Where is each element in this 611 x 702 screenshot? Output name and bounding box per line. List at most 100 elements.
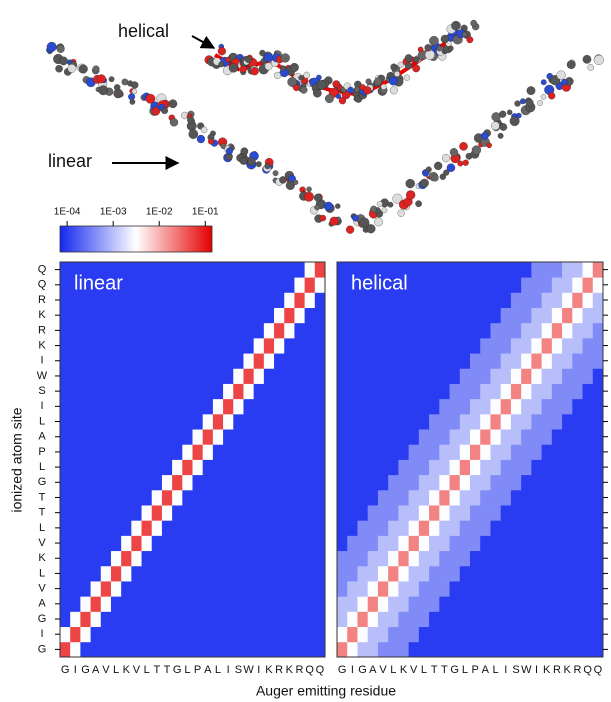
heat-cell (80, 581, 91, 597)
heat-cell (70, 459, 81, 476)
heat-cell (100, 307, 112, 324)
heat-cell (541, 626, 553, 643)
heat-cell (172, 626, 183, 643)
heat-cell (459, 429, 471, 445)
heat-cell (70, 474, 81, 491)
heat-cell (408, 565, 420, 582)
heat-cell (357, 353, 369, 369)
heat-cell (429, 505, 440, 521)
heat-cell (562, 489, 573, 506)
heat-cell (80, 641, 91, 658)
heat-cell (243, 596, 255, 612)
atom (392, 193, 403, 204)
heat-cell (582, 383, 594, 400)
heat-cell (418, 611, 430, 628)
heat-cell (182, 474, 193, 491)
heat-cell (459, 626, 471, 643)
heat-cell (551, 398, 563, 415)
heat-cell (233, 550, 244, 567)
atom (314, 204, 321, 211)
heat-cell (314, 337, 326, 354)
heat-cell (314, 444, 326, 460)
heat-cell (418, 641, 430, 658)
heat-cell (161, 337, 173, 354)
heat-cell (131, 505, 142, 521)
heat-cell (274, 626, 285, 643)
heat-cell (377, 626, 389, 643)
heat-cell (223, 322, 234, 339)
heat-cell (572, 307, 583, 324)
heat-cell (70, 581, 81, 597)
heat-cell (388, 520, 399, 536)
heat-cell (377, 535, 389, 552)
heat-cell (182, 626, 193, 643)
heat-cell (592, 383, 604, 400)
heat-cell (202, 429, 214, 445)
heat-cell (182, 596, 193, 612)
atom (363, 86, 372, 95)
atom (335, 203, 341, 209)
heat-cell (233, 262, 244, 278)
atom (313, 193, 322, 202)
heat-cell (562, 353, 573, 369)
heat-cell (253, 581, 265, 597)
heat-cell (70, 398, 81, 415)
heat-cell (172, 277, 183, 293)
heat-cell (253, 474, 265, 491)
heat-cell (459, 383, 471, 400)
atom (540, 94, 547, 100)
heat-cell (284, 307, 295, 324)
atom (304, 191, 314, 202)
heat-cell (510, 413, 522, 430)
heat-cell (429, 368, 440, 384)
heat-cell (151, 459, 163, 476)
heat-cell (531, 474, 543, 491)
heat-cell (470, 535, 481, 552)
colorbar (59, 225, 213, 253)
heat-cell (192, 505, 204, 521)
atom (292, 84, 300, 92)
heat-cell (572, 459, 583, 476)
atom (247, 157, 256, 166)
heat-cell (121, 596, 132, 612)
heat-cell (490, 383, 502, 400)
x-tick-label: K (286, 664, 294, 676)
heat-cell (121, 459, 132, 476)
heat-cell (551, 626, 563, 643)
heat-cell (562, 474, 573, 491)
heat-cell (182, 444, 193, 460)
heat-cell (562, 429, 573, 445)
atom (370, 205, 378, 213)
heat-cell (223, 459, 234, 476)
heat-cell (60, 535, 71, 552)
heat-cell (253, 505, 265, 521)
heat-cell (90, 307, 102, 324)
heat-cell (100, 565, 112, 582)
heat-cell (408, 337, 420, 354)
heat-cell (367, 292, 379, 308)
heat-cell (347, 459, 358, 476)
heat-cell (347, 368, 358, 384)
x-tick-label: L (113, 664, 119, 676)
y-tick-label: A (38, 598, 46, 610)
heat-cell (294, 489, 306, 506)
heat-cell (314, 413, 326, 430)
heat-cell (347, 444, 358, 460)
atom (448, 45, 454, 52)
heat-cell (551, 383, 563, 400)
heat-cell (192, 429, 204, 445)
heat-cell (212, 459, 224, 476)
heat-cell (294, 337, 306, 354)
heat-cell (212, 535, 224, 552)
heat-cell (459, 337, 471, 354)
heat-cell (131, 474, 142, 491)
heat-cell (60, 413, 71, 430)
heat-cell (131, 383, 142, 400)
heat-cell (304, 626, 316, 643)
heat-cell (480, 353, 491, 369)
y-tick-label: R (38, 324, 46, 336)
heat-cell (131, 611, 142, 628)
atom (425, 166, 432, 173)
heat-cell (202, 337, 214, 354)
atom (259, 49, 266, 57)
